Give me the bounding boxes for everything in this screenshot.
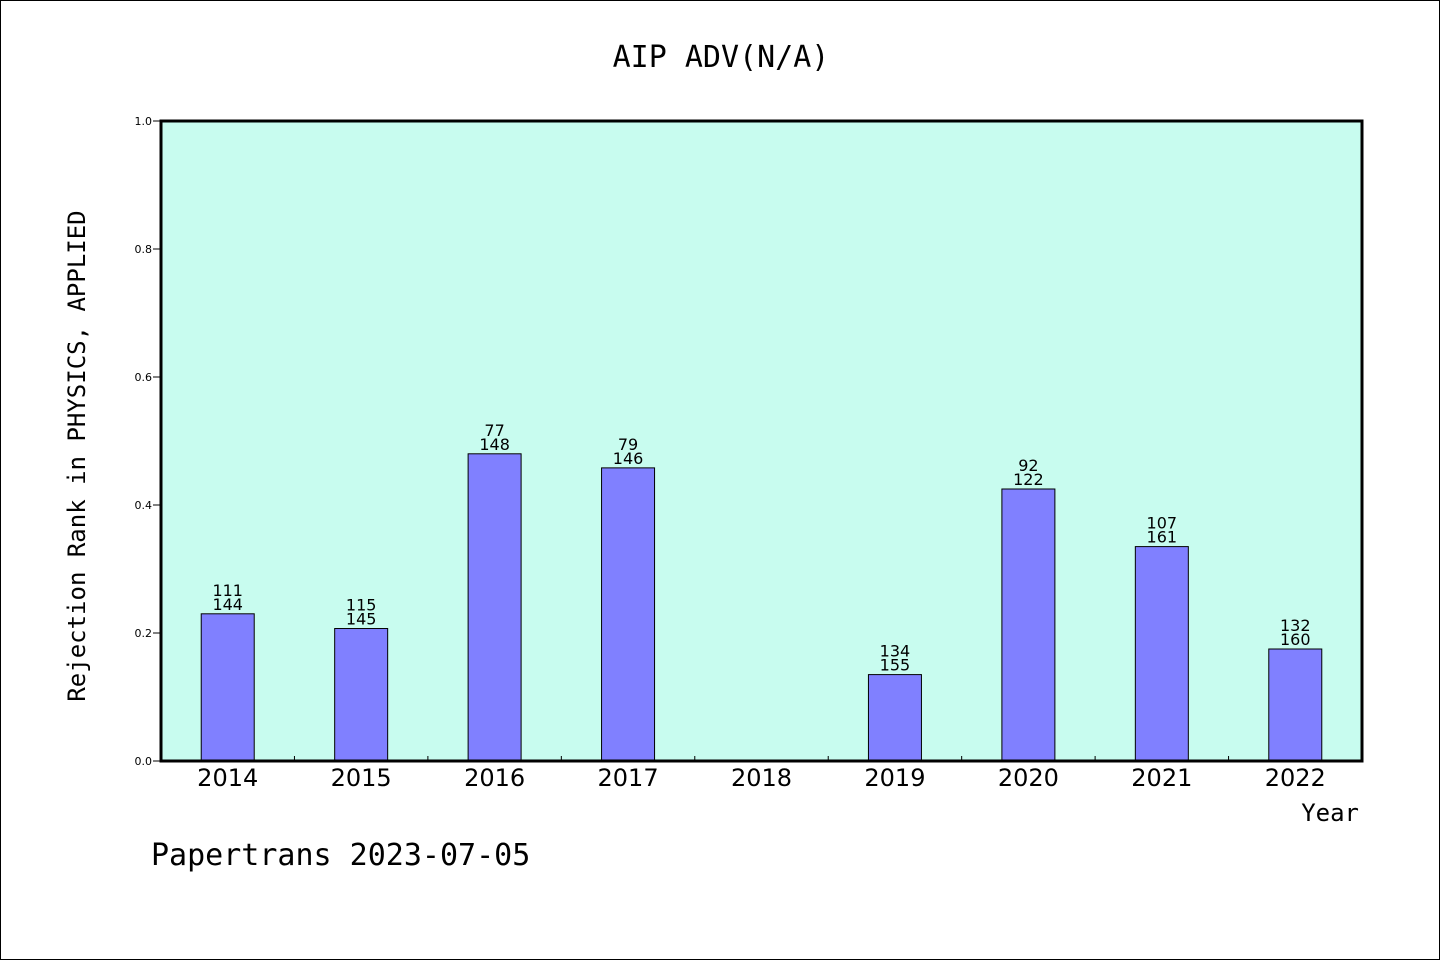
bar-2015: [334, 628, 389, 762]
bar-2016: [467, 453, 522, 762]
bar-rank-label: 115: [346, 596, 377, 615]
y-tick-label: 0.6: [135, 371, 153, 384]
bars-group: [200, 453, 1323, 762]
bar-total-label: 160: [1280, 630, 1311, 649]
y-tick-label: 0.8: [135, 243, 153, 256]
y-axis-label: Rejection Rank in PHYSICS, APPLIED: [63, 210, 91, 701]
bar-total-label: 146: [613, 449, 644, 468]
bar-rank-label: 79: [618, 435, 638, 454]
x-axis: 2014 2015 2016 2017 2018 2019 2020 2021 2022: [197, 756, 1326, 792]
bar-2019: [867, 674, 922, 762]
bar-rank-label: 92: [1018, 456, 1038, 475]
x-tick-label: 2018: [731, 764, 792, 792]
y-tick-label: 0.0: [135, 755, 153, 768]
x-tick-label: 2015: [331, 764, 392, 792]
bar-rank-label: 134: [880, 642, 911, 661]
x-tick-label: 2021: [1131, 764, 1192, 792]
bar-rank-label: 107: [1147, 514, 1178, 533]
x-tick-label: 2019: [864, 764, 925, 792]
y-tick-label: 0.4: [135, 499, 153, 512]
y-axis: 0.0 0.2 0.4 0.6 0.8 1.0: [135, 115, 161, 768]
bar-rank-label: 111: [212, 581, 243, 600]
footer-credit: Papertrans 2023-07-05: [151, 838, 530, 873]
y-tick-label: 0.2: [135, 627, 153, 640]
bar-total-label: 155: [880, 656, 911, 675]
bar-total-label: 148: [479, 435, 510, 454]
chart-title: AIP ADV(N/A): [613, 40, 830, 75]
bar-total-label: 122: [1013, 470, 1044, 489]
x-tick-label: 2014: [197, 764, 258, 792]
x-tick-label: 2017: [598, 764, 659, 792]
bar-2017: [601, 467, 656, 762]
bar-2020: [1001, 488, 1056, 762]
plot-border: [159, 119, 1364, 763]
x-axis-label: Year: [1301, 799, 1359, 827]
bar-total-label: 145: [346, 610, 377, 629]
x-tick-label: 2016: [464, 764, 525, 792]
bar-2021: [1134, 546, 1189, 762]
x-tick-label: 2022: [1265, 764, 1326, 792]
bar-total-label: 161: [1147, 528, 1178, 547]
x-tick-label: 2020: [998, 764, 1059, 792]
bar-2022: [1268, 648, 1323, 762]
bar-rank-label: 132: [1280, 616, 1311, 635]
bar-2014: [200, 613, 255, 762]
y-tick-label: 1.0: [135, 115, 153, 128]
bar-total-label: 144: [212, 595, 243, 614]
bar-rank-label: 77: [484, 421, 504, 440]
